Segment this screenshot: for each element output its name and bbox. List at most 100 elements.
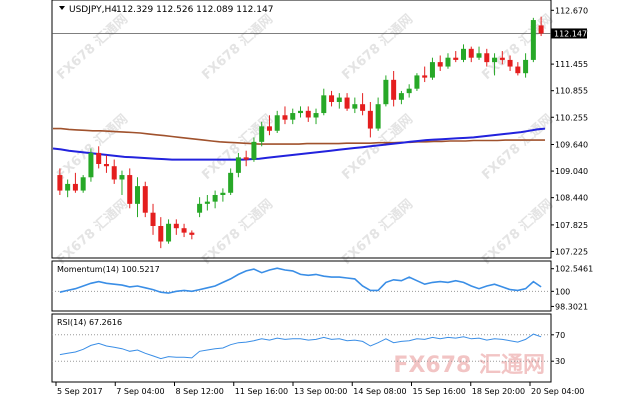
candle-body: [197, 203, 203, 213]
watermark-text: FX678 汇通网: [54, 11, 131, 83]
x-tick-label: 11 Sep 16:00: [235, 387, 288, 396]
candle-body: [57, 175, 63, 191]
dropdown-triangle-icon[interactable]: [59, 6, 65, 10]
candle-body: [166, 223, 172, 242]
candle-body: [135, 186, 140, 204]
candle-body: [336, 97, 342, 102]
watermark-text: FX678 汇通网: [199, 11, 276, 83]
candle-body: [274, 115, 280, 131]
candle-body: [220, 192, 226, 195]
candle-body: [538, 25, 544, 34]
candle-body: [492, 57, 498, 63]
watermark-text: FX678 汇通网: [339, 11, 416, 83]
candle-body: [266, 126, 272, 131]
price-tick-label: 110.255: [555, 113, 588, 122]
candle-body: [429, 62, 435, 78]
rsi-tick-label: 70: [555, 331, 565, 340]
candle-body: [484, 53, 490, 63]
candle-body: [235, 157, 241, 173]
x-tick-label: 18 Sep 20:00: [472, 387, 525, 396]
x-tick-label: 7 Sep 04:00: [116, 387, 164, 396]
momentum-line: [59, 267, 542, 294]
candle-body: [127, 175, 133, 204]
candle-body: [259, 126, 265, 142]
candle-body: [88, 152, 94, 178]
watermark-text: FX678 汇通网: [479, 111, 556, 183]
candle-body: [181, 228, 187, 233]
candle-body: [111, 166, 117, 180]
ohlc-readout: 112.329 112.526 112.089 112.147: [116, 5, 273, 15]
moving-average-fast-line: [52, 127, 546, 161]
price-tick-label: 111.455: [555, 60, 588, 69]
x-tick-label: 5 Sep 2017: [57, 387, 103, 396]
candle-body: [507, 59, 513, 67]
candle-body: [375, 104, 381, 129]
candle-body: [414, 75, 420, 89]
candle-body: [499, 57, 505, 60]
watermark-text: FX678 汇通网: [199, 196, 276, 268]
price-tick-label: 110.855: [555, 87, 588, 96]
candle-body: [72, 183, 78, 191]
price-tick-label: 107.225: [555, 247, 588, 256]
rsi-title: RSI(14) 67.2616: [57, 318, 122, 327]
watermark-logo-text: FX678 汇通网: [393, 353, 545, 378]
candle-body: [391, 79, 397, 100]
candle-body: [352, 104, 358, 109]
price-tick-label: 109.640: [555, 141, 588, 150]
candle-body: [212, 194, 218, 202]
rsi-pane-frame: [51, 313, 552, 383]
moving-average-slow-line: [53, 127, 545, 145]
candle-body: [453, 57, 459, 60]
candle-body: [65, 183, 71, 191]
price-tick-label: 112.670: [555, 6, 588, 15]
candle-body: [476, 53, 482, 58]
candle-body: [530, 20, 536, 60]
last-price-box: [551, 28, 587, 39]
candle-body: [204, 201, 210, 204]
price-tick-label: 107.825: [555, 221, 588, 230]
candle-body: [360, 104, 366, 111]
candle-body: [515, 66, 521, 74]
candle-body: [461, 48, 466, 60]
candle-body: [119, 175, 125, 180]
candle-body: [305, 110, 311, 118]
candle-body: [321, 95, 327, 114]
price-pane-title: USDJPY,H4: [69, 5, 117, 15]
last-price-label: 112.147: [554, 29, 587, 38]
x-tick-label: 14 Sep 08:00: [353, 387, 406, 396]
candle-body: [422, 75, 428, 78]
candle-body: [150, 212, 156, 226]
candle-body: [282, 115, 288, 120]
candle-body: [437, 62, 443, 67]
candle-body: [142, 186, 148, 213]
x-tick-label: 15 Sep 16:00: [413, 387, 466, 396]
x-tick-label: 20 Sep 04:00: [531, 387, 584, 396]
candle-body: [398, 93, 404, 100]
candle-body: [158, 225, 164, 242]
momentum-title: Momentum(14) 100.5217: [57, 265, 160, 274]
candle-body: [243, 157, 249, 160]
x-tick-label: 13 Sep 00:00: [294, 387, 347, 396]
x-tick-label: 8 Sep 12:00: [176, 387, 224, 396]
watermark-text: FX678 汇通网: [479, 196, 556, 268]
candle-body: [523, 59, 529, 74]
price-tick-label: 109.040: [555, 167, 588, 176]
candle-body: [228, 172, 234, 193]
momentum-pane-frame: [51, 260, 552, 312]
rsi-line: [59, 333, 542, 360]
candle-body: [367, 110, 373, 129]
rsi-tick-label: 30: [555, 357, 565, 366]
candle-body: [344, 97, 350, 109]
candle-body: [96, 152, 102, 164]
candle-body: [103, 163, 109, 167]
price-tick-label: 108.440: [555, 194, 588, 203]
candle-body: [406, 88, 412, 94]
price-pane-frame: [51, 0, 552, 259]
watermark-text: FX678 汇通网: [339, 196, 416, 268]
candle-body: [313, 113, 319, 118]
candle-body: [173, 223, 179, 229]
momentum-tick-label: 98.3021: [555, 302, 588, 311]
candle-body: [189, 232, 195, 235]
watermark-text: FX678 汇通网: [54, 196, 131, 268]
